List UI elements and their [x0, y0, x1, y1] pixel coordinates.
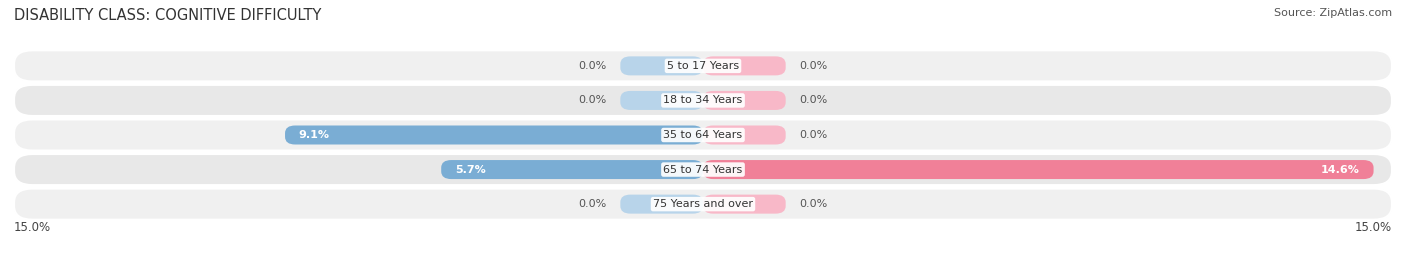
Text: 35 to 64 Years: 35 to 64 Years — [664, 130, 742, 140]
Text: 5 to 17 Years: 5 to 17 Years — [666, 61, 740, 71]
FancyBboxPatch shape — [703, 160, 1374, 179]
Text: Source: ZipAtlas.com: Source: ZipAtlas.com — [1274, 8, 1392, 18]
FancyBboxPatch shape — [14, 50, 1392, 82]
FancyBboxPatch shape — [703, 126, 786, 144]
FancyBboxPatch shape — [14, 154, 1392, 185]
Text: 0.0%: 0.0% — [800, 199, 828, 209]
Text: 0.0%: 0.0% — [800, 130, 828, 140]
FancyBboxPatch shape — [14, 119, 1392, 151]
Text: 5.7%: 5.7% — [456, 164, 485, 175]
FancyBboxPatch shape — [703, 195, 786, 214]
Text: 15.0%: 15.0% — [14, 221, 51, 234]
Text: 15.0%: 15.0% — [1355, 221, 1392, 234]
FancyBboxPatch shape — [14, 85, 1392, 116]
FancyBboxPatch shape — [703, 56, 786, 75]
Text: 14.6%: 14.6% — [1320, 164, 1360, 175]
Text: DISABILITY CLASS: COGNITIVE DIFFICULTY: DISABILITY CLASS: COGNITIVE DIFFICULTY — [14, 8, 322, 23]
Text: 18 to 34 Years: 18 to 34 Years — [664, 95, 742, 106]
FancyBboxPatch shape — [285, 126, 703, 144]
FancyBboxPatch shape — [14, 188, 1392, 220]
Text: 75 Years and over: 75 Years and over — [652, 199, 754, 209]
FancyBboxPatch shape — [441, 160, 703, 179]
Text: 0.0%: 0.0% — [800, 95, 828, 106]
Text: 0.0%: 0.0% — [578, 95, 606, 106]
FancyBboxPatch shape — [620, 56, 703, 75]
FancyBboxPatch shape — [703, 91, 786, 110]
Text: 9.1%: 9.1% — [299, 130, 330, 140]
FancyBboxPatch shape — [620, 195, 703, 214]
Text: 65 to 74 Years: 65 to 74 Years — [664, 164, 742, 175]
FancyBboxPatch shape — [620, 91, 703, 110]
Text: 0.0%: 0.0% — [578, 61, 606, 71]
Text: 0.0%: 0.0% — [578, 199, 606, 209]
Text: 0.0%: 0.0% — [800, 61, 828, 71]
